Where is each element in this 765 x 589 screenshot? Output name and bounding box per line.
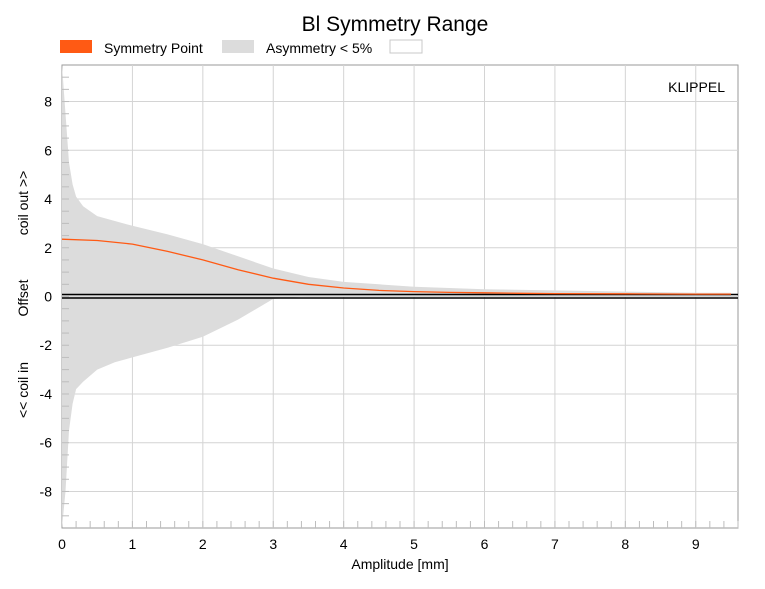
x-tick-label-1: 1	[129, 536, 137, 552]
legend-label-symmetry-point: Symmetry Point	[104, 40, 203, 56]
y-axis-label-middle: Offset	[15, 279, 31, 316]
legend-swatch-empty	[389, 39, 423, 54]
y-tick-label-3: 2	[44, 240, 52, 256]
x-tick-label-2: 2	[199, 536, 207, 552]
minor-ticks	[62, 76, 739, 528]
asymmetry-band-area	[62, 65, 731, 528]
y-tick-labels: 8 6 4 2 0 -2 -4 -6 -8	[40, 94, 53, 500]
x-tick-label-5: 5	[410, 536, 418, 552]
y-tick-label-6: -4	[40, 386, 53, 402]
y-tick-label-7: -6	[40, 435, 53, 451]
legend-swatch-symmetry-point	[60, 40, 92, 53]
y-tick-label-1: 6	[44, 142, 52, 158]
x-tick-label-8: 8	[621, 536, 629, 552]
x-axis-label: Amplitude [mm]	[351, 556, 448, 572]
watermark-klippel: KLIPPEL	[668, 79, 725, 95]
legend-label-asymmetry: Asymmetry < 5%	[266, 40, 372, 56]
asymmetry-band	[62, 65, 731, 528]
x-tick-label-4: 4	[340, 536, 348, 552]
x-tick-labels: 0 1 2 3 4 5 6 7 8 9	[58, 536, 700, 552]
y-tick-label-2: 4	[44, 191, 52, 207]
zero-line	[62, 293, 738, 299]
y-tick-label-4: 0	[44, 289, 52, 305]
y-tick-label-8: -8	[40, 483, 53, 499]
x-tick-label-6: 6	[481, 536, 489, 552]
symmetry-point-line	[61, 238, 731, 295]
y-tick-label-0: 8	[44, 94, 52, 110]
chart-title: Bl Symmetry Range	[302, 13, 489, 36]
y-tick-label-5: -2	[40, 337, 53, 353]
x-tick-label-3: 3	[269, 536, 277, 552]
symmetry-point-series	[61, 238, 731, 295]
x-tick-label-7: 7	[551, 536, 559, 552]
x-tick-label-9: 9	[692, 536, 700, 552]
y-axis-label-bottom: << coil in	[15, 362, 31, 418]
legend: Symmetry Point Asymmetry < 5%	[60, 39, 423, 56]
x-tick-label-0: 0	[58, 536, 66, 552]
y-axis-label-top: coil out >>	[15, 171, 31, 236]
legend-swatch-asymmetry	[222, 40, 254, 53]
